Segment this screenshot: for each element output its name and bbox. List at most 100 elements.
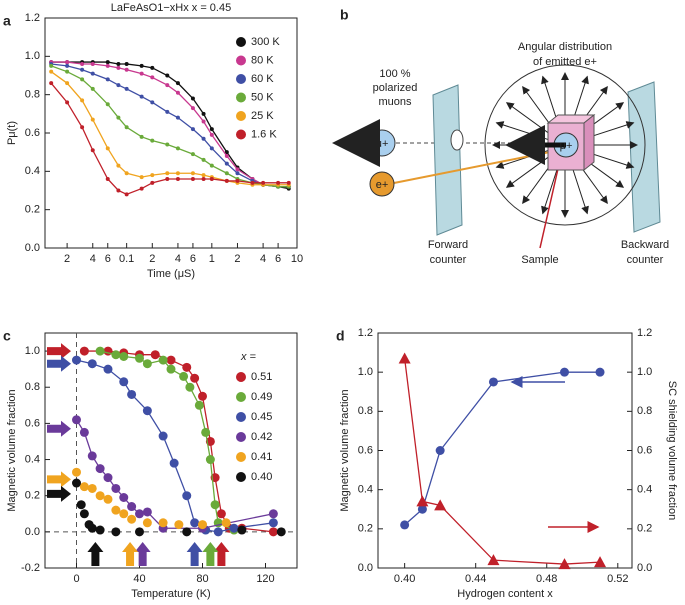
- legend-label: 0.42: [251, 431, 272, 443]
- point: [80, 98, 85, 103]
- point: [87, 483, 97, 493]
- point: [150, 138, 155, 143]
- point: [201, 111, 206, 116]
- point: [124, 171, 129, 176]
- y-tick-label: 0.4: [25, 165, 40, 177]
- y-tick-label: 0.6: [358, 444, 373, 456]
- point: [127, 514, 137, 524]
- legend-label: 1.6 K: [251, 128, 277, 140]
- point: [165, 109, 170, 114]
- point: [116, 163, 121, 168]
- point: [165, 73, 170, 78]
- x-tick-label: 2: [149, 253, 155, 265]
- point: [72, 415, 81, 425]
- x-tick-label: 0.40: [394, 573, 415, 585]
- x-tick-label: 4: [90, 253, 96, 265]
- legend-label: 0.40: [251, 471, 272, 483]
- point: [268, 527, 278, 537]
- x-tick-label: 40: [133, 573, 145, 585]
- x-tick-label: 6: [190, 253, 196, 265]
- y-tick-label: 1.0: [358, 366, 373, 378]
- point: [558, 558, 571, 570]
- x-tick-label: 80: [196, 573, 208, 585]
- y2-axis-label: SC shielding volume fraction: [666, 381, 678, 520]
- forward-label: Forward: [428, 239, 468, 251]
- legend-title: x =: [240, 351, 257, 363]
- emission-label: Angular distribution: [518, 41, 612, 53]
- point: [268, 518, 278, 528]
- point: [182, 362, 192, 372]
- point: [224, 150, 229, 155]
- point: [79, 427, 89, 437]
- point: [119, 509, 129, 519]
- point: [119, 493, 129, 502]
- point: [142, 518, 152, 528]
- point: [142, 507, 152, 517]
- point: [139, 94, 144, 99]
- point: [111, 483, 121, 493]
- emission-circle: [484, 64, 646, 226]
- point: [65, 63, 70, 68]
- y2-tick-label: 0.2: [637, 523, 652, 535]
- x-tick-label: 0.52: [607, 573, 628, 585]
- point: [190, 171, 195, 176]
- point: [139, 186, 144, 191]
- point: [224, 154, 229, 158]
- point: [116, 115, 121, 120]
- arrow: [47, 355, 71, 372]
- point: [119, 377, 129, 387]
- point: [416, 495, 429, 507]
- point: [135, 509, 144, 519]
- legend-label: 80 K: [251, 54, 274, 66]
- point: [209, 146, 214, 151]
- y-tick-label: 0.8: [358, 405, 373, 417]
- point: [169, 458, 179, 468]
- y-axis-label: Pμ(t): [6, 121, 18, 145]
- point: [201, 177, 206, 181]
- point: [175, 90, 180, 95]
- y-tick-label: -0.2: [21, 562, 40, 574]
- legend-label: 0.49: [251, 391, 272, 403]
- backward-label: counter: [627, 254, 664, 266]
- backward-label: Backward: [621, 239, 669, 251]
- point: [150, 350, 160, 360]
- point: [209, 163, 214, 168]
- point: [166, 364, 176, 374]
- x-tick-label: 6: [275, 253, 281, 265]
- muons-label: 100 %: [379, 68, 410, 80]
- y-axis-label: Magnetic volume fraction: [6, 389, 18, 511]
- y2-tick-label: 0.8: [637, 405, 652, 417]
- point: [105, 63, 110, 68]
- point: [165, 177, 170, 181]
- point: [105, 77, 110, 82]
- point: [201, 119, 206, 124]
- point: [150, 75, 155, 80]
- point: [135, 527, 144, 537]
- y-tick-label: 0.8: [25, 89, 40, 101]
- point: [95, 525, 105, 535]
- point: [221, 518, 231, 528]
- muons-label: muons: [378, 96, 412, 108]
- point: [165, 171, 170, 176]
- y2-tick-label: 0.0: [637, 562, 652, 574]
- point: [487, 554, 500, 566]
- ray: [505, 155, 551, 188]
- point: [182, 491, 192, 501]
- point: [90, 62, 95, 66]
- point: [201, 173, 206, 178]
- point: [79, 509, 89, 519]
- sample-pointer: [539, 159, 561, 249]
- point: [105, 146, 110, 151]
- sample-muon-label: μ+: [560, 140, 573, 152]
- y-tick-label: 0.6: [25, 127, 40, 139]
- point: [65, 100, 70, 105]
- point: [150, 173, 155, 178]
- point: [198, 391, 207, 401]
- point: [116, 65, 121, 70]
- y2-tick-label: 1.2: [637, 327, 652, 339]
- point: [400, 520, 410, 530]
- point: [103, 364, 113, 374]
- point: [103, 494, 113, 504]
- point: [224, 171, 229, 176]
- point: [190, 373, 200, 383]
